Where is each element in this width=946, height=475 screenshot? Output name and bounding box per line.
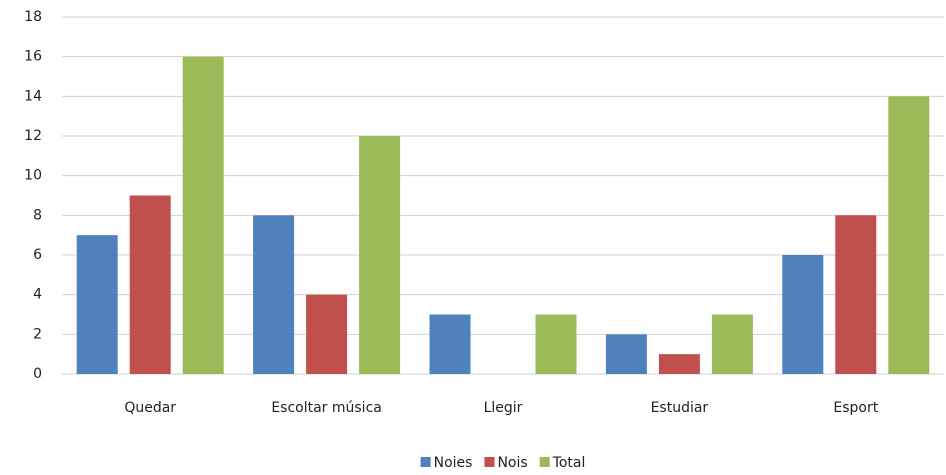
bar <box>76 235 118 374</box>
y-tick-label: 18 <box>24 9 42 25</box>
y-tick-label: 4 <box>33 287 42 303</box>
x-tick-label: Estudiar <box>651 400 709 416</box>
bar <box>535 314 577 374</box>
x-tick-label: Escoltar música <box>271 400 382 416</box>
legend-label: Nois <box>497 455 527 471</box>
legend-label: Noies <box>434 455 473 471</box>
legend-swatch <box>484 457 495 467</box>
bar <box>782 255 824 374</box>
y-tick-label: 0 <box>33 366 42 382</box>
y-tick-label: 12 <box>24 128 42 144</box>
y-tick-label: 14 <box>24 88 42 104</box>
bar <box>888 96 930 374</box>
bar <box>658 354 700 374</box>
legend-swatch <box>420 457 431 467</box>
legend: Noies Nois Total <box>420 455 586 471</box>
y-tick-label: 6 <box>33 247 42 263</box>
x-tick-label: Esport <box>833 400 878 416</box>
legend-label: Total <box>552 455 586 471</box>
y-tick-label: 10 <box>24 168 42 184</box>
bar <box>129 195 171 374</box>
bar <box>835 215 877 374</box>
y-tick-label: 16 <box>24 49 42 65</box>
bar <box>711 314 753 374</box>
bar <box>429 314 471 374</box>
x-tick-label: Quedar <box>124 400 176 416</box>
bar <box>306 294 348 374</box>
bar <box>182 56 224 375</box>
bar <box>605 334 647 374</box>
bar <box>359 136 401 374</box>
y-tick-label: 8 <box>33 207 42 223</box>
y-tick-label: 2 <box>33 326 42 342</box>
x-tick-label: Llegir <box>484 400 523 416</box>
bar <box>253 215 295 374</box>
legend-swatch <box>539 457 550 467</box>
